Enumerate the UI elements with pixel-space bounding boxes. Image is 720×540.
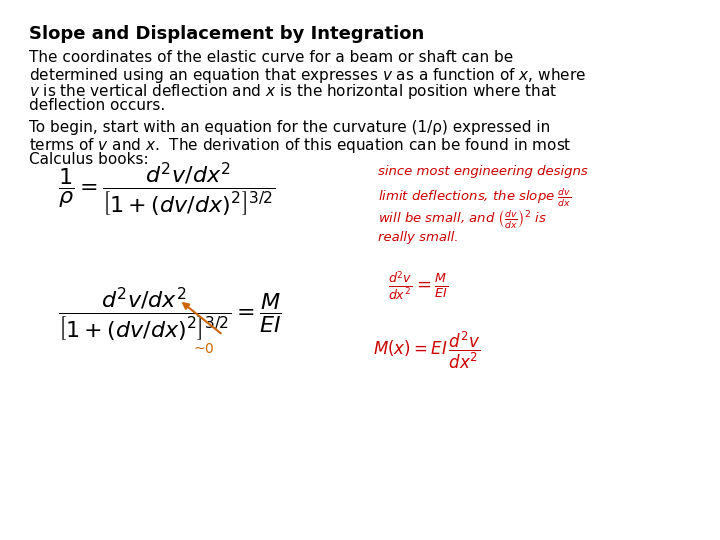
Text: terms of $v$ and $x$.  The derivation of this equation can be found in most: terms of $v$ and $x$. The derivation of …: [29, 136, 572, 155]
Text: To begin, start with an equation for the curvature (1/ρ) expressed in: To begin, start with an equation for the…: [29, 120, 550, 135]
Text: $v$ is the vertical deflection and $x$ is the horizontal position where that: $v$ is the vertical deflection and $x$ i…: [29, 82, 557, 101]
Text: ~$0$: ~$0$: [193, 342, 215, 356]
Text: really small.: really small.: [378, 231, 459, 244]
Text: $M(x) = EI\,\dfrac{d^2v}{dx^2}$: $M(x) = EI\,\dfrac{d^2v}{dx^2}$: [373, 330, 481, 372]
Text: will be small, and $\left(\frac{dv}{dx}\right)^2$ is: will be small, and $\left(\frac{dv}{dx}\…: [378, 209, 546, 231]
Text: limit deflections, the slope $\frac{dv}{dx}$: limit deflections, the slope $\frac{dv}{…: [378, 187, 571, 209]
Text: deflection occurs.: deflection occurs.: [29, 98, 166, 113]
Text: The coordinates of the elastic curve for a beam or shaft can be: The coordinates of the elastic curve for…: [29, 50, 513, 65]
Text: determined using an equation that expresses $v$ as a function of $x$, where: determined using an equation that expres…: [29, 66, 586, 85]
Text: $\dfrac{1}{\rho} = \dfrac{d^2v/dx^2}{\left[1+\left(dv/dx\right)^2\right]^{3/2}}$: $\dfrac{1}{\rho} = \dfrac{d^2v/dx^2}{\le…: [58, 161, 276, 219]
Text: Calculus books:: Calculus books:: [29, 152, 149, 167]
Text: $\frac{d^2v}{dx^2} = \frac{M}{EI}$: $\frac{d^2v}{dx^2} = \frac{M}{EI}$: [387, 270, 448, 303]
Text: $\dfrac{d^2v/dx^2}{\left[1+\left(dv/dx\right)^2\right]^{3/2}} = \dfrac{M}{EI}$: $\dfrac{d^2v/dx^2}{\left[1+\left(dv/dx\r…: [58, 286, 282, 344]
Text: Slope and Displacement by Integration: Slope and Displacement by Integration: [29, 25, 424, 43]
Text: since most engineering designs: since most engineering designs: [378, 165, 588, 178]
